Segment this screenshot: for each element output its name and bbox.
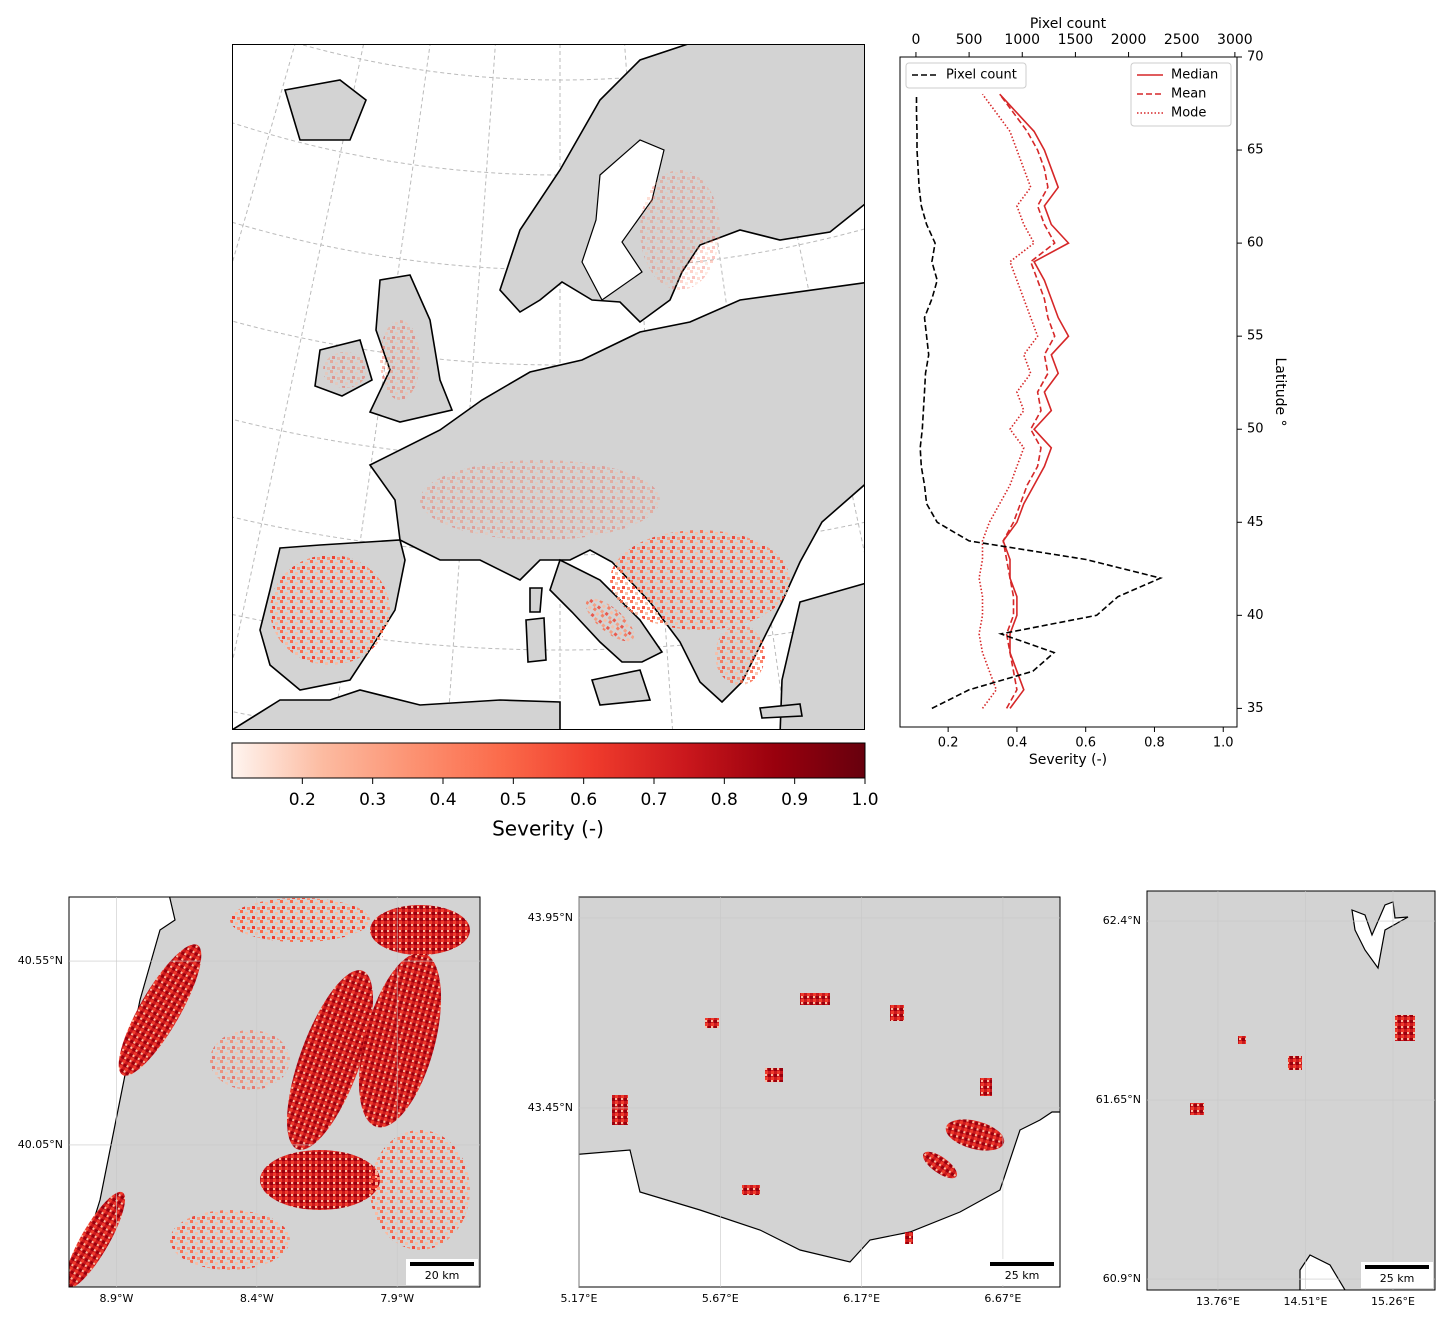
graticule-line — [689, 44, 787, 730]
y-tick-label: 43.45°N — [528, 1101, 573, 1114]
colorbar-tick-label: 0.3 — [359, 790, 386, 810]
scale-bar — [990, 1262, 1054, 1266]
legend-label: Median — [1171, 68, 1218, 83]
colorbar-tick-label: 1.0 — [851, 790, 878, 810]
series-line — [999, 93, 1056, 709]
scale-bar-label: 20 km — [425, 1269, 460, 1282]
y-tick-label: 40 — [1247, 608, 1264, 623]
x-axis-label: Severity (-) — [1029, 752, 1107, 768]
x-tick-label: 0.6 — [1075, 736, 1096, 751]
scale-bar-label: 25 km — [1380, 1272, 1415, 1285]
y-tick-label: 45 — [1247, 515, 1264, 530]
colorbar-tick-label: 0.2 — [289, 790, 316, 810]
x-tick-label: 8.4°W — [240, 1292, 274, 1305]
graticule-line — [232, 613, 865, 651]
x-tick-label: 0.4 — [1007, 736, 1028, 751]
legend-label: Mode — [1171, 106, 1206, 121]
x2-tick-label: 2500 — [1164, 32, 1200, 48]
graticule-line — [333, 44, 431, 730]
x2-tick-label: 2000 — [1111, 32, 1147, 48]
x-tick-label: 0.2 — [938, 736, 959, 751]
x-tick-label: 1.0 — [1213, 736, 1234, 751]
colorbar-tick-label: 0.6 — [570, 790, 597, 810]
scale-bar — [1365, 1265, 1429, 1269]
graticule-line — [446, 44, 496, 730]
colorbar-tick-label: 0.7 — [640, 790, 667, 810]
x-tick-label: 0.8 — [1144, 736, 1165, 751]
x2-tick-label: 3000 — [1217, 32, 1253, 48]
panel-sweden — [1147, 891, 1435, 1290]
x-tick-label: 5.67°E — [702, 1292, 739, 1305]
colorbar — [231, 742, 866, 779]
y-tick-label: 50 — [1247, 422, 1264, 437]
y-tick-label: 35 — [1247, 701, 1264, 716]
profile-axes — [899, 56, 1238, 728]
y-axis-label: Latitude ° — [1272, 357, 1288, 426]
colorbar-tick-label: 0.8 — [711, 790, 738, 810]
series-line — [999, 93, 1070, 709]
legend-box — [1130, 62, 1232, 127]
colorbar-label: Severity (-) — [492, 817, 604, 841]
x-tick-label: 15.26°E — [1371, 1295, 1415, 1308]
x-tick-label: 5.17°E — [561, 1292, 598, 1305]
x-tick-label: 8.9°W — [100, 1292, 134, 1305]
legend-box — [905, 62, 1027, 89]
y-tick-label: 60.9°N — [1103, 1272, 1141, 1285]
y-tick-label: 40.05°N — [18, 1138, 63, 1151]
colorbar-tick-label: 0.5 — [500, 790, 527, 810]
y-tick-label: 43.95°N — [528, 911, 573, 924]
panel-frame — [68, 896, 481, 1288]
panel-frame — [1146, 890, 1436, 1291]
y-tick-label: 40.55°N — [18, 954, 63, 967]
y-tick-label: 62.4°N — [1103, 914, 1141, 927]
scale-bar — [410, 1262, 474, 1266]
y-tick-label: 55 — [1247, 329, 1264, 344]
legend-label: Mean — [1171, 87, 1206, 102]
x-tick-label: 7.9°W — [380, 1292, 414, 1305]
y-tick-label: 70 — [1247, 50, 1264, 65]
panel-portugal — [69, 897, 480, 1287]
x-tick-label: 14.51°E — [1283, 1295, 1327, 1308]
x-tick-label: 6.67°E — [984, 1292, 1021, 1305]
colorbar-tick-label: 0.9 — [781, 790, 808, 810]
graticule-line — [624, 44, 674, 730]
y-tick-label: 60 — [1247, 236, 1264, 251]
legend-label: Pixel count — [946, 68, 1017, 83]
y-tick-label: 61.65°N — [1096, 1093, 1141, 1106]
y-tick-label: 65 — [1247, 143, 1264, 158]
x2-tick-label: 1000 — [1004, 32, 1040, 48]
x2-tick-label: 1500 — [1058, 32, 1094, 48]
x2-axis-label: Pixel count — [1030, 16, 1107, 32]
x2-tick-label: 0 — [911, 32, 920, 48]
x2-tick-label: 500 — [956, 32, 983, 48]
colorbar-tick-label: 0.4 — [429, 790, 456, 810]
x-tick-label: 13.76°E — [1196, 1295, 1240, 1308]
europe-map — [232, 44, 865, 730]
x-tick-label: 6.17°E — [843, 1292, 880, 1305]
series-line — [915, 94, 1163, 710]
panel-provence — [579, 897, 1060, 1287]
scale-bar-label: 25 km — [1005, 1269, 1040, 1282]
